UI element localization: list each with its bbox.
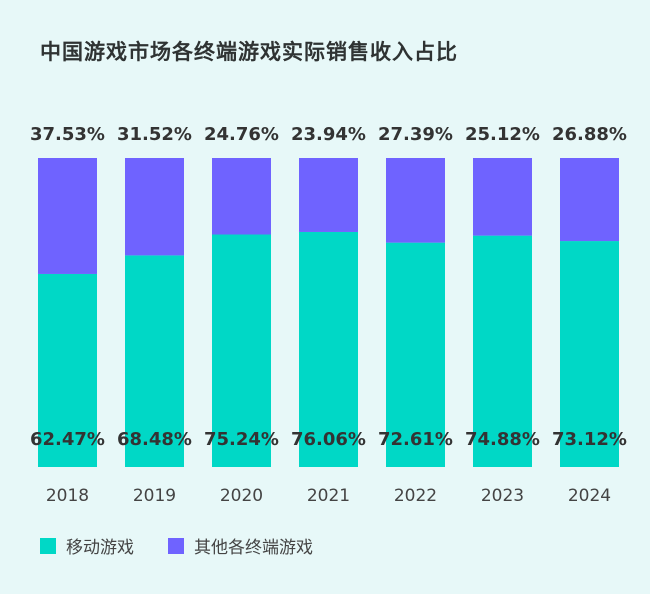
label-mobile-2022: 72.61% <box>378 429 453 450</box>
bar-mobile-2018 <box>38 273 97 467</box>
label-mobile-2021: 76.06% <box>291 429 366 450</box>
legend-item-mobile: 移动游戏 <box>40 533 134 558</box>
bar-other-2024 <box>560 158 619 242</box>
legend-label-other: 其他各终端游戏 <box>194 538 313 558</box>
bar-mobile-2021 <box>299 231 358 467</box>
label-other-2021: 23.94% <box>291 124 366 145</box>
bar-other-2019 <box>125 158 184 256</box>
bar-other-2021 <box>299 158 358 232</box>
chart-title: 中国游戏市场各终端游戏实际销售收入占比 <box>40 40 458 64</box>
x-tick-2022: 2022 <box>394 486 437 506</box>
bar-mobile-2022 <box>386 242 445 467</box>
legend-label-mobile: 移动游戏 <box>66 538 134 558</box>
x-tick-2021: 2021 <box>307 486 350 506</box>
label-other-2022: 27.39% <box>378 124 453 145</box>
bar-other-2023 <box>473 158 532 236</box>
x-tick-2018: 2018 <box>46 486 89 506</box>
label-other-2024: 26.88% <box>552 124 627 145</box>
legend-item-other: 其他各终端游戏 <box>168 533 313 558</box>
label-mobile-2023: 74.88% <box>465 429 540 450</box>
bar-other-2022 <box>386 158 445 243</box>
bar-mobile-2020 <box>212 234 271 467</box>
x-tick-2023: 2023 <box>481 486 524 506</box>
label-other-2018: 37.53% <box>30 124 105 145</box>
bar-mobile-2019 <box>125 255 184 467</box>
legend-swatch-other <box>168 537 184 554</box>
label-mobile-2018: 62.47% <box>30 429 105 450</box>
x-tick-2019: 2019 <box>133 486 176 506</box>
label-mobile-2024: 73.12% <box>552 429 627 450</box>
bar-other-2020 <box>212 158 271 235</box>
legend-swatch-mobile <box>40 537 56 554</box>
label-other-2023: 25.12% <box>465 124 540 145</box>
bar-other-2018 <box>38 158 97 274</box>
label-other-2019: 31.52% <box>117 124 192 145</box>
bar-mobile-2024 <box>560 241 619 467</box>
label-mobile-2019: 68.48% <box>117 429 192 450</box>
x-tick-2020: 2020 <box>220 486 263 506</box>
label-other-2020: 24.76% <box>204 124 279 145</box>
label-mobile-2020: 75.24% <box>204 429 279 450</box>
x-tick-2024: 2024 <box>568 486 611 506</box>
bar-mobile-2023 <box>473 235 532 467</box>
